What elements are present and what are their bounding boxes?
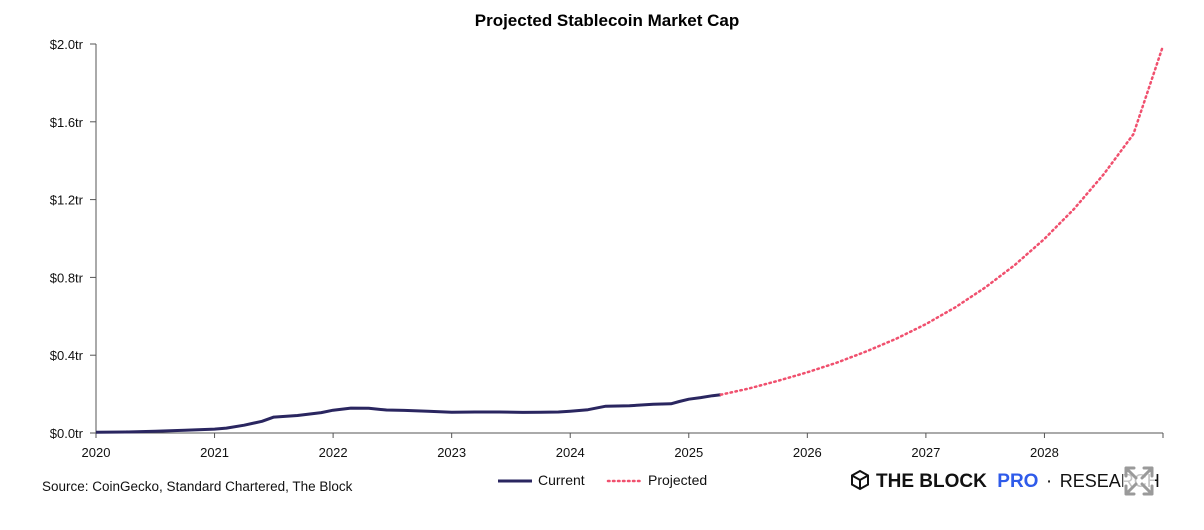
brand-pro: PRO — [997, 471, 1038, 492]
x-tick-label: 2021 — [200, 445, 229, 460]
brand-separator: · — [1046, 471, 1052, 492]
y-tick-label: $1.2tr — [50, 193, 84, 208]
x-tick-label: 2020 — [82, 445, 111, 460]
x-tick-label: 2024 — [556, 445, 585, 460]
y-tick-label: $0.8tr — [50, 270, 84, 285]
the-block-cube-icon — [851, 469, 869, 491]
axes — [95, 44, 1163, 434]
x-tick-label: 2022 — [319, 445, 348, 460]
legend-projected-label: Projected — [648, 472, 707, 488]
x-tick-label: 2026 — [793, 445, 822, 460]
expand-icon[interactable] — [1123, 465, 1155, 497]
brand-main: THE BLOCK — [876, 471, 987, 492]
brand-wordmark: THE BLOCK PRO · RESEARCH — [876, 471, 1160, 492]
y-tick-label: $1.6tr — [50, 115, 84, 130]
y-tick-label: $0.4tr — [50, 348, 84, 363]
source-note: Source: CoinGecko, Standard Chartered, T… — [42, 479, 353, 494]
series-line-projected — [719, 44, 1165, 396]
x-tick-label: 2023 — [437, 445, 466, 460]
x-tick-label: 2025 — [674, 445, 703, 460]
x-axis-ticks: 2020 2021 2022 2023 2024 2025 2026 2027 2028 — [82, 433, 1164, 460]
y-axis-ticks: $0.0tr $0.4tr $0.8tr $1.2tr $1.6tr $2.0tr — [50, 37, 96, 441]
legend-current-label: Current — [538, 472, 585, 488]
y-tick-label: $0.0tr — [50, 426, 84, 441]
series-line-current — [95, 393, 721, 434]
legend: Current Projected — [498, 472, 707, 488]
chart-title: Projected Stablecoin Market Cap — [475, 11, 740, 30]
x-tick-label: 2027 — [911, 445, 940, 460]
x-tick-label: 2028 — [1030, 445, 1059, 460]
series-layer — [95, 44, 1165, 434]
y-tick-label: $2.0tr — [50, 37, 84, 52]
brand-logo: THE BLOCK PRO · RESEARCH — [851, 465, 1160, 497]
